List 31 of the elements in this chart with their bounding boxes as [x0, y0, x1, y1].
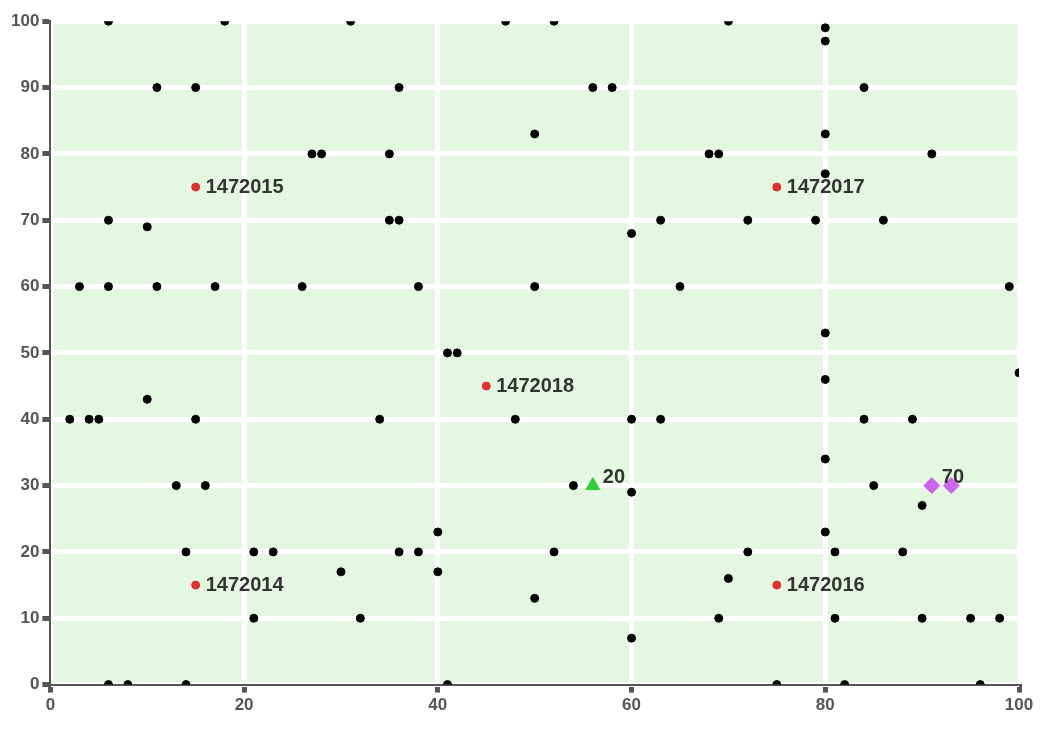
point	[191, 182, 201, 192]
annotation: 1472015	[205, 174, 284, 197]
y-tick-label: 20	[20, 541, 40, 561]
annotation: 1472016	[786, 572, 865, 595]
point	[585, 477, 601, 491]
point	[772, 182, 782, 192]
point	[191, 580, 201, 590]
x-tick-label: 40	[428, 695, 448, 715]
y-tick-label: 100	[10, 10, 40, 30]
x-tick-label: 20	[234, 695, 254, 715]
annotation: 1472018	[496, 373, 575, 396]
x-tick-label: 100	[1004, 695, 1034, 715]
x-tick-label: 0	[45, 695, 56, 715]
point	[772, 580, 782, 590]
y-tick-label: 70	[20, 209, 40, 229]
x-tick-label: 60	[622, 695, 642, 715]
x-tick-label: 80	[815, 695, 835, 715]
y-tick-label: 40	[20, 408, 40, 428]
annotation: 1472014	[205, 572, 285, 595]
y-tick-label: 60	[20, 276, 40, 296]
annotation: 20	[602, 465, 626, 488]
y-tick-label: 80	[20, 143, 40, 163]
y-tick-label: 90	[20, 77, 40, 97]
point	[923, 477, 941, 495]
y-tick-label: 50	[20, 342, 40, 362]
annotation: 70	[941, 465, 965, 488]
point	[481, 381, 491, 391]
y-tick-label: 0	[29, 674, 40, 694]
annotation: 1472017	[786, 174, 865, 197]
y-tick-label: 30	[20, 475, 40, 495]
y-tick-label: 10	[20, 607, 40, 627]
